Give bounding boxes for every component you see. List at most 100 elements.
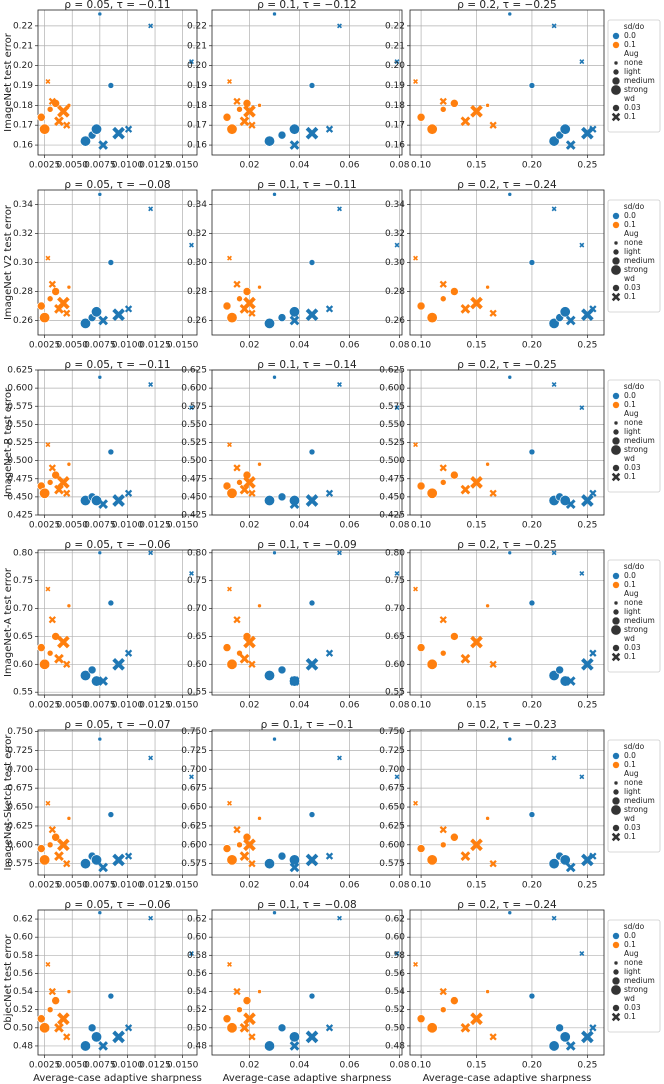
- legend-title: Aug: [624, 229, 639, 238]
- legend-box: [607, 379, 661, 493]
- point: [37, 643, 46, 652]
- subplot: 0.16 0.17 0.18 0.19 0.20 0.21 0.22 0.10 0.15 0.20…: [385, 0, 661, 171]
- legend-label: medium: [624, 256, 655, 265]
- point: [426, 1022, 438, 1034]
- legend-marker: [610, 804, 622, 816]
- legend-label: light: [624, 967, 641, 976]
- legend-label: light: [624, 67, 641, 76]
- legend-label: 0.03: [624, 463, 641, 472]
- point: [485, 284, 490, 290]
- x-axis-label: Average-case adaptive sharpness: [223, 1073, 392, 1084]
- point: [416, 643, 426, 652]
- point: [413, 961, 419, 967]
- point: [289, 862, 300, 873]
- legend-marker: [611, 436, 621, 446]
- point: [485, 103, 490, 108]
- x-tick-label: 0.10: [411, 161, 431, 171]
- x-tick-label: 0.15: [466, 1061, 486, 1071]
- x-tick-label: 0.08: [389, 341, 409, 351]
- y-axis-label: ImageNet-R test error: [3, 387, 14, 497]
- plot-frame: [37, 909, 198, 1056]
- y-tick-label: 0.48: [13, 1041, 33, 1051]
- legend-label: strong: [624, 805, 648, 814]
- subplot: 0.16 0.17 0.18 0.19 0.20 0.21 0.22 0.00250.0050…: [3, 0, 199, 171]
- point: [277, 1023, 287, 1033]
- legend-marker: [612, 104, 620, 112]
- legend-label: none: [624, 238, 643, 247]
- x-tick-label: 0.15: [466, 521, 486, 531]
- legend-label: 0.1: [624, 940, 636, 949]
- y-tick-label: 0.20: [13, 61, 33, 71]
- point: [426, 312, 438, 324]
- plot-frame: [37, 189, 198, 336]
- x-tick-label: 0.0150: [167, 521, 199, 531]
- point: [45, 255, 51, 261]
- point: [528, 259, 536, 266]
- x-tick-label: 0.0050: [56, 521, 88, 531]
- y-tick-label: 0.54: [187, 987, 207, 997]
- point: [288, 854, 300, 866]
- legend-marker: [612, 401, 620, 409]
- legend-label: strong: [624, 985, 648, 994]
- point: [507, 550, 513, 556]
- point: [57, 104, 70, 118]
- x-tick-label: 0.06: [339, 341, 359, 351]
- point: [581, 494, 594, 507]
- point: [87, 1023, 97, 1033]
- y-tick-label: 0.725: [7, 746, 33, 756]
- x-tick-label: 0.02: [239, 701, 259, 711]
- legend-title: sd/do: [624, 202, 645, 211]
- point: [426, 854, 438, 866]
- point: [551, 23, 557, 29]
- point: [222, 481, 232, 491]
- legend-label: 0.1: [624, 112, 636, 121]
- legend-label: 0.0: [624, 751, 636, 760]
- point: [233, 987, 241, 996]
- point: [337, 382, 342, 387]
- y-tick-label: 0.525: [7, 438, 33, 448]
- point: [272, 550, 277, 556]
- point: [460, 851, 471, 861]
- subplot-title: ρ = 0.05, τ = −0.06: [64, 539, 170, 551]
- x-tick-label: 0.0125: [139, 341, 171, 351]
- point: [426, 123, 438, 135]
- point: [485, 603, 490, 609]
- x-tick-label: 0.0100: [112, 161, 144, 171]
- point: [54, 653, 64, 664]
- y-tick-label: 0.625: [7, 366, 33, 376]
- y-tick-label: 0.65: [13, 632, 33, 642]
- y-tick-label: 0.75: [187, 576, 207, 586]
- point: [66, 284, 72, 290]
- y-tick-label: 0.525: [379, 438, 405, 448]
- x-tick-label: 0.25: [577, 521, 597, 531]
- point: [305, 494, 319, 507]
- x-tick-label: 0.0025: [29, 521, 61, 531]
- point: [189, 570, 194, 576]
- point: [226, 487, 238, 499]
- point: [450, 996, 459, 1005]
- point: [51, 996, 60, 1005]
- point: [54, 116, 64, 127]
- x-tick-label: 0.25: [577, 341, 597, 351]
- y-tick-label: 0.650: [181, 803, 207, 813]
- legend-label: 0.1: [624, 472, 636, 481]
- point: [236, 106, 243, 113]
- point: [226, 1022, 238, 1034]
- point: [45, 442, 51, 448]
- x-tick-label: 0.20: [522, 161, 542, 171]
- legend-label: 0.03: [624, 103, 641, 112]
- point: [272, 910, 277, 916]
- point: [227, 961, 232, 967]
- point: [257, 603, 262, 609]
- y-tick-label: 0.28: [13, 287, 33, 297]
- legend-label: 0.0: [624, 571, 636, 580]
- point: [107, 259, 115, 266]
- point: [97, 11, 103, 17]
- point: [555, 1023, 564, 1033]
- legend-marker: [612, 572, 620, 580]
- plot-frame: [409, 909, 605, 1056]
- point: [565, 140, 576, 150]
- x-tick-label: 0.0050: [56, 881, 88, 891]
- legend-label: none: [624, 958, 643, 967]
- y-tick-label: 0.575: [181, 859, 207, 869]
